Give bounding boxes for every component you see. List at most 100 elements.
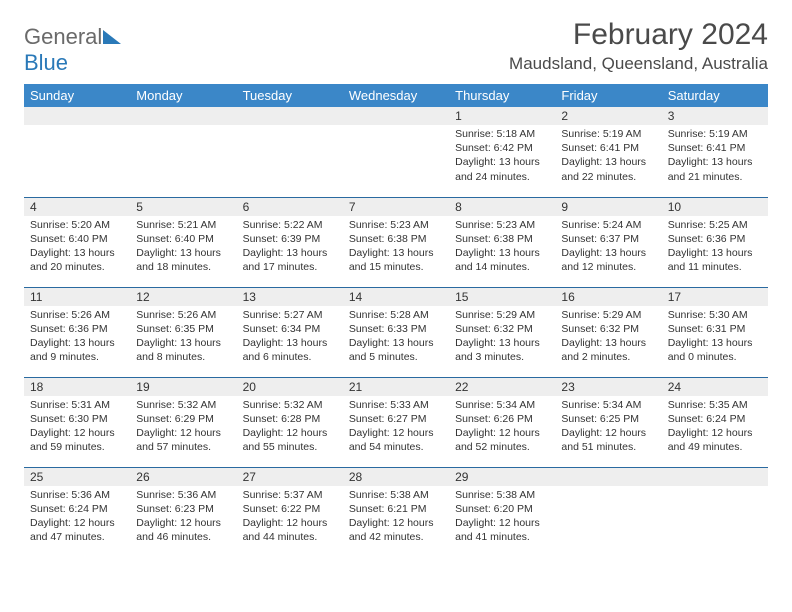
day-number: 20: [237, 378, 343, 396]
day-number: 2: [555, 107, 661, 125]
sunrise-text: Sunrise: 5:34 AM: [455, 398, 549, 412]
sunrise-text: Sunrise: 5:32 AM: [243, 398, 337, 412]
header: General Blue February 2024 Maudsland, Qu…: [24, 18, 768, 76]
sunrise-text: Sunrise: 5:27 AM: [243, 308, 337, 322]
sunrise-text: Sunrise: 5:34 AM: [561, 398, 655, 412]
day-number: 29: [449, 468, 555, 486]
day-header: Tuesday: [237, 84, 343, 107]
day-number: [130, 107, 236, 125]
day-details: Sunrise: 5:26 AMSunset: 6:36 PMDaylight:…: [24, 306, 130, 369]
day-number: 11: [24, 288, 130, 306]
day-cell: 28Sunrise: 5:38 AMSunset: 6:21 PMDayligh…: [343, 467, 449, 557]
day-details: Sunrise: 5:18 AMSunset: 6:42 PMDaylight:…: [449, 125, 555, 188]
calendar-grid: Sunday Monday Tuesday Wednesday Thursday…: [24, 84, 768, 557]
sunrise-text: Sunrise: 5:33 AM: [349, 398, 443, 412]
day-header: Friday: [555, 84, 661, 107]
sunset-text: Sunset: 6:20 PM: [455, 502, 549, 516]
logo-triangle-icon: [103, 28, 121, 49]
day-number: 26: [130, 468, 236, 486]
sunset-text: Sunset: 6:27 PM: [349, 412, 443, 426]
sunrise-text: Sunrise: 5:36 AM: [30, 488, 124, 502]
day-number: 16: [555, 288, 661, 306]
day-header: Monday: [130, 84, 236, 107]
sunset-text: Sunset: 6:32 PM: [455, 322, 549, 336]
sunrise-text: Sunrise: 5:24 AM: [561, 218, 655, 232]
daylight-text: Daylight: 12 hours and 52 minutes.: [455, 426, 549, 454]
day-details: Sunrise: 5:38 AMSunset: 6:21 PMDaylight:…: [343, 486, 449, 549]
daylight-text: Daylight: 12 hours and 44 minutes.: [243, 516, 337, 544]
day-cell: [237, 107, 343, 197]
day-number: 7: [343, 198, 449, 216]
sunrise-text: Sunrise: 5:38 AM: [455, 488, 549, 502]
daylight-text: Daylight: 12 hours and 51 minutes.: [561, 426, 655, 454]
day-cell: 5Sunrise: 5:21 AMSunset: 6:40 PMDaylight…: [130, 197, 236, 287]
day-number: 5: [130, 198, 236, 216]
day-details: Sunrise: 5:19 AMSunset: 6:41 PMDaylight:…: [555, 125, 661, 188]
daylight-text: Daylight: 12 hours and 47 minutes.: [30, 516, 124, 544]
sunset-text: Sunset: 6:41 PM: [668, 141, 762, 155]
day-details: Sunrise: 5:25 AMSunset: 6:36 PMDaylight:…: [662, 216, 768, 279]
day-details: Sunrise: 5:33 AMSunset: 6:27 PMDaylight:…: [343, 396, 449, 459]
day-details: Sunrise: 5:34 AMSunset: 6:26 PMDaylight:…: [449, 396, 555, 459]
day-cell: 22Sunrise: 5:34 AMSunset: 6:26 PMDayligh…: [449, 377, 555, 467]
daylight-text: Daylight: 13 hours and 0 minutes.: [668, 336, 762, 364]
day-number: 18: [24, 378, 130, 396]
day-cell: 12Sunrise: 5:26 AMSunset: 6:35 PMDayligh…: [130, 287, 236, 377]
daylight-text: Daylight: 13 hours and 15 minutes.: [349, 246, 443, 274]
day-details: Sunrise: 5:24 AMSunset: 6:37 PMDaylight:…: [555, 216, 661, 279]
day-cell: 10Sunrise: 5:25 AMSunset: 6:36 PMDayligh…: [662, 197, 768, 287]
sunrise-text: Sunrise: 5:25 AM: [668, 218, 762, 232]
day-details: [237, 125, 343, 131]
sunset-text: Sunset: 6:23 PM: [136, 502, 230, 516]
day-number: 3: [662, 107, 768, 125]
day-cell: 7 Sunrise: 5:23 AMSunset: 6:38 PMDaylight…: [343, 197, 449, 287]
day-cell: 4Sunrise: 5:20 AMSunset: 6:40 PMDaylight…: [24, 197, 130, 287]
day-details: Sunrise: 5:35 AMSunset: 6:24 PMDaylight:…: [662, 396, 768, 459]
day-cell: 8Sunrise: 5:23 AMSunset: 6:38 PMDaylight…: [449, 197, 555, 287]
sunset-text: Sunset: 6:26 PM: [455, 412, 549, 426]
day-cell: [555, 467, 661, 557]
daylight-text: Daylight: 13 hours and 3 minutes.: [455, 336, 549, 364]
day-number: 14: [343, 288, 449, 306]
day-number: [24, 107, 130, 125]
day-details: Sunrise: 5:31 AMSunset: 6:30 PMDaylight:…: [24, 396, 130, 459]
sunrise-text: Sunrise: 5:23 AM: [349, 218, 443, 232]
location: Maudsland, Queensland, Australia: [509, 54, 768, 74]
sunrise-text: Sunrise: 5:31 AM: [30, 398, 124, 412]
day-cell: 2Sunrise: 5:19 AMSunset: 6:41 PMDaylight…: [555, 107, 661, 197]
day-details: Sunrise: 5:34 AMSunset: 6:25 PMDaylight:…: [555, 396, 661, 459]
sunrise-text: Sunrise: 5:29 AM: [561, 308, 655, 322]
day-header-row: Sunday Monday Tuesday Wednesday Thursday…: [24, 84, 768, 107]
day-header: Thursday: [449, 84, 555, 107]
day-number: 25: [24, 468, 130, 486]
sunrise-text: Sunrise: 5:36 AM: [136, 488, 230, 502]
day-cell: 26Sunrise: 5:36 AMSunset: 6:23 PMDayligh…: [130, 467, 236, 557]
day-details: Sunrise: 5:23 AMSunset: 6:38 PMDaylight:…: [449, 216, 555, 279]
sunrise-text: Sunrise: 5:23 AM: [455, 218, 549, 232]
day-details: Sunrise: 5:36 AMSunset: 6:24 PMDaylight:…: [24, 486, 130, 549]
sunset-text: Sunset: 6:33 PM: [349, 322, 443, 336]
daylight-text: Daylight: 13 hours and 14 minutes.: [455, 246, 549, 274]
day-cell: 14Sunrise: 5:28 AMSunset: 6:33 PMDayligh…: [343, 287, 449, 377]
day-number: 23: [555, 378, 661, 396]
sunset-text: Sunset: 6:35 PM: [136, 322, 230, 336]
sunrise-text: Sunrise: 5:29 AM: [455, 308, 549, 322]
logo-text-general: General: [24, 24, 102, 49]
daylight-text: Daylight: 13 hours and 24 minutes.: [455, 155, 549, 183]
day-number: 19: [130, 378, 236, 396]
sunrise-text: Sunrise: 5:21 AM: [136, 218, 230, 232]
day-number: 15: [449, 288, 555, 306]
daylight-text: Daylight: 13 hours and 11 minutes.: [668, 246, 762, 274]
daylight-text: Daylight: 13 hours and 6 minutes.: [243, 336, 337, 364]
sunrise-text: Sunrise: 5:26 AM: [136, 308, 230, 322]
logo-text-blue: Blue: [24, 50, 68, 75]
day-details: [343, 125, 449, 131]
day-cell: 23Sunrise: 5:34 AMSunset: 6:25 PMDayligh…: [555, 377, 661, 467]
sunrise-text: Sunrise: 5:19 AM: [561, 127, 655, 141]
sunset-text: Sunset: 6:38 PM: [349, 232, 443, 246]
sunset-text: Sunset: 6:24 PM: [30, 502, 124, 516]
day-number: 28: [343, 468, 449, 486]
day-details: Sunrise: 5:27 AMSunset: 6:34 PMDaylight:…: [237, 306, 343, 369]
day-cell: 24Sunrise: 5:35 AMSunset: 6:24 PMDayligh…: [662, 377, 768, 467]
daylight-text: Daylight: 12 hours and 57 minutes.: [136, 426, 230, 454]
